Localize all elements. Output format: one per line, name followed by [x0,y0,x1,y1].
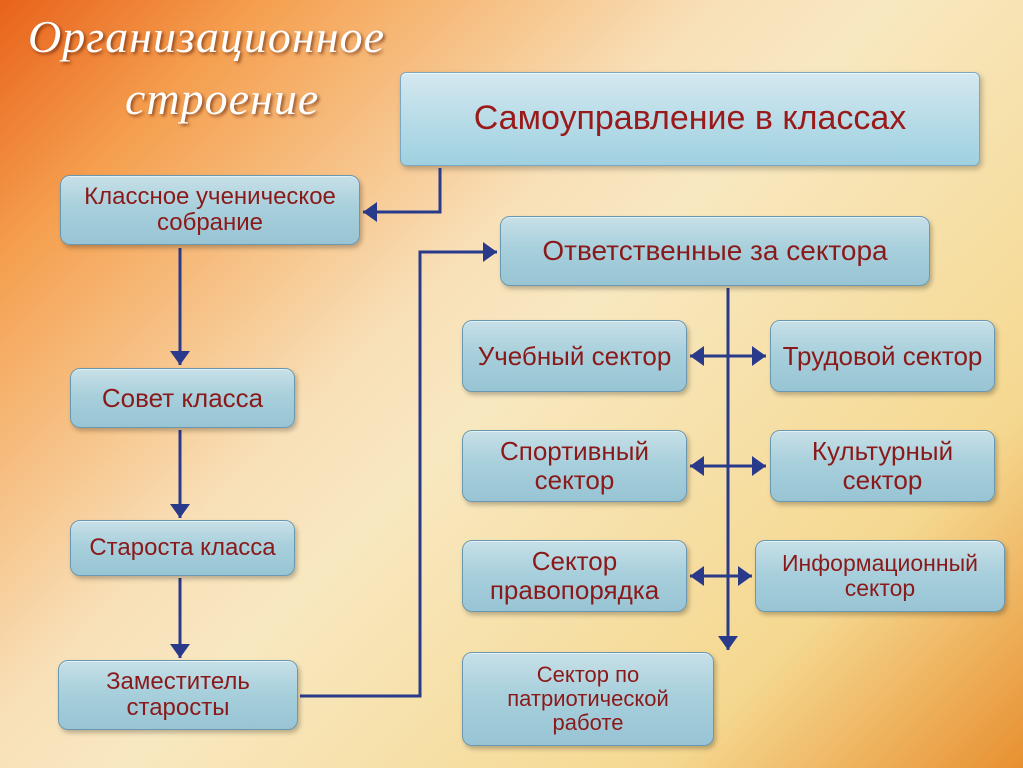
node-order: Сектор правопорядка [462,540,687,612]
node-patriot: Сектор по патриотической работе [462,652,714,746]
node-council: Совет класса [70,368,295,428]
node-sport: Спортивный сектор [462,430,687,502]
node-label: Классное ученическое собрание [71,184,349,237]
header-box: Самоуправление в классах [400,72,980,166]
title-line-2: строение [125,72,319,125]
node-label: Спортивный сектор [473,437,676,494]
node-label: Сектор по патриотической работе [473,663,703,736]
node-label: Сектор правопорядка [473,547,676,604]
node-label: Информационный сектор [766,551,994,602]
header-label: Самоуправление в классах [474,99,907,138]
node-label: Культурный сектор [781,437,984,494]
node-info: Информационный сектор [755,540,1005,612]
node-culture: Культурный сектор [770,430,995,502]
node-label: Учебный сектор [478,342,672,371]
node-responsible: Ответственные за сектора [500,216,930,286]
node-label: Совет класса [102,384,263,413]
node-label: Ответственные за сектора [542,236,887,267]
node-study: Учебный сектор [462,320,687,392]
title-line-1: Организационное [28,10,385,63]
slide-canvas: Организационное строение Самоуправление … [0,0,1023,768]
node-assembly: Классное ученическое собрание [60,175,360,245]
node-starosta: Староста класса [70,520,295,576]
node-label: Заместитель старосты [69,669,287,722]
node-labor: Трудовой сектор [770,320,995,392]
node-label: Трудовой сектор [783,342,983,371]
node-deputy: Заместитель старосты [58,660,298,730]
node-label: Староста класса [89,535,275,561]
